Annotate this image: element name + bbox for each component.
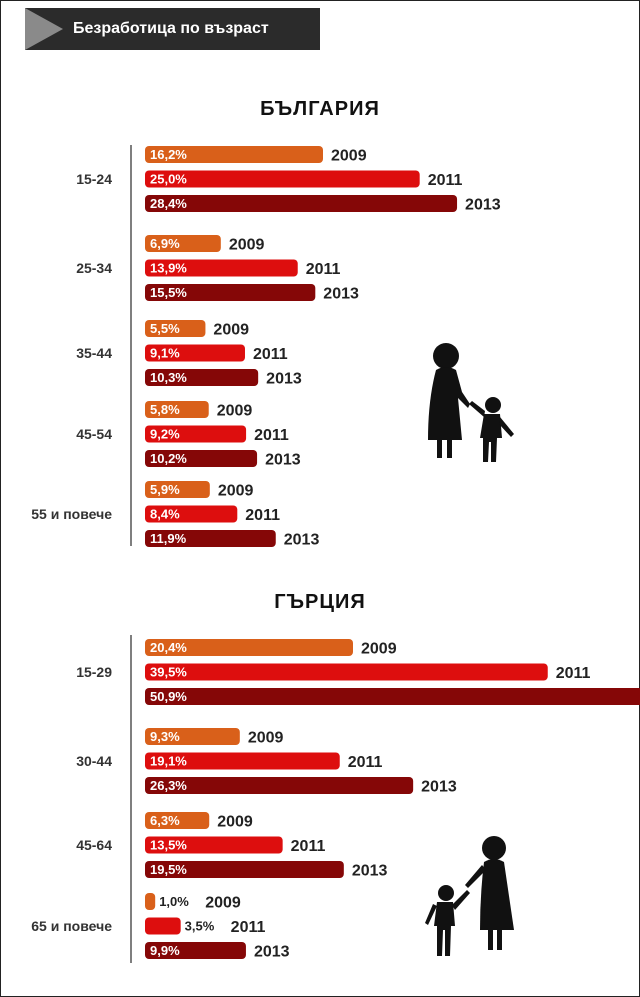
year-label: 2009	[205, 895, 241, 912]
value-label: 9,3%	[150, 729, 180, 744]
grandmother-child-icon	[428, 343, 514, 462]
child-grandmother-icon	[425, 836, 514, 956]
bar	[145, 450, 258, 467]
bar	[145, 344, 245, 362]
age-group-label: 65 и повече	[31, 918, 112, 934]
value-label: 10,3%	[150, 370, 187, 385]
value-label: 9,9%	[150, 943, 180, 958]
bars-layer: БЪЛГАРИЯ 15-24 16,2% 2009 25,0% 2011 28,4% 2013…	[31, 98, 640, 963]
bar	[145, 728, 240, 745]
age-group-label: 15-29	[76, 664, 112, 680]
bar	[145, 195, 458, 212]
bar	[145, 688, 640, 705]
bar	[145, 812, 210, 829]
country-title: ГЪРЦИЯ	[274, 591, 365, 613]
age-group-label: 25-34	[76, 260, 112, 276]
year-label: 2011	[254, 427, 289, 444]
value-label: 28,4%	[150, 196, 187, 211]
value-label: 13,9%	[150, 261, 187, 276]
value-label: 3,5%	[185, 919, 215, 934]
age-group-label: 35-44	[76, 345, 112, 361]
year-label: 2009	[213, 322, 249, 339]
age-group-label: 45-64	[76, 837, 112, 853]
value-label: 5,8%	[150, 402, 180, 417]
value-label: 9,2%	[150, 427, 180, 442]
year-label: 2011	[245, 507, 280, 524]
bar	[145, 752, 340, 770]
bar	[145, 639, 353, 656]
bar	[145, 917, 181, 935]
value-label: 26,3%	[150, 778, 187, 793]
bar	[145, 663, 548, 681]
value-label: 16,2%	[150, 147, 187, 162]
bar	[145, 861, 344, 878]
year-label: 2009	[217, 814, 253, 831]
year-label: 2009	[218, 483, 254, 500]
year-label: 2009	[229, 237, 265, 254]
year-label: 2011	[231, 919, 266, 936]
bar	[145, 146, 323, 163]
bar	[145, 401, 209, 418]
bar	[145, 777, 414, 794]
bar	[145, 942, 246, 959]
bar	[145, 425, 247, 443]
value-label: 8,4%	[150, 507, 180, 522]
bar	[145, 369, 259, 386]
country-title: БЪЛГАРИЯ	[260, 98, 380, 120]
value-label: 5,5%	[150, 321, 180, 336]
bar	[145, 481, 210, 498]
value-label: 20,4%	[150, 640, 187, 655]
value-label: 50,9%	[150, 689, 187, 704]
year-label: 2011	[306, 261, 341, 278]
page-title: Безработица по възраст	[73, 20, 269, 37]
bar	[145, 259, 298, 277]
value-label: 19,1%	[150, 754, 187, 769]
value-label: 19,5%	[150, 862, 187, 877]
arrow-icon	[25, 8, 63, 50]
bar	[145, 530, 276, 547]
bar	[145, 320, 206, 337]
bar	[145, 836, 283, 854]
age-group-label: 45-54	[76, 426, 112, 442]
year-label: 2011	[348, 754, 383, 771]
year-label: 2011	[556, 665, 591, 682]
year-label: 2009	[361, 641, 397, 658]
year-label: 2013	[254, 944, 290, 961]
year-label: 2013	[266, 371, 302, 388]
bar	[145, 505, 238, 523]
year-label: 2013	[265, 452, 301, 469]
year-label: 2011	[253, 346, 288, 363]
year-label: 2013	[284, 532, 320, 549]
year-label: 2013	[323, 286, 359, 303]
age-group-label: 30-44	[76, 753, 112, 769]
header-banner: Безработица по възраст	[25, 8, 320, 50]
value-label: 9,1%	[150, 346, 180, 361]
bar	[145, 893, 156, 910]
year-label: 2013	[465, 197, 501, 214]
bar	[145, 235, 221, 252]
year-label: 2013	[421, 779, 457, 796]
value-label: 13,5%	[150, 838, 187, 853]
year-label: 2013	[352, 863, 388, 880]
value-label: 5,9%	[150, 482, 180, 497]
year-label: 2009	[248, 730, 284, 747]
value-label: 15,5%	[150, 285, 187, 300]
value-label: 6,9%	[150, 236, 180, 251]
year-label: 2009	[331, 148, 367, 165]
bar	[145, 284, 316, 301]
value-label: 1,0%	[159, 894, 189, 909]
value-label: 39,5%	[150, 665, 187, 680]
value-label: 10,2%	[150, 451, 187, 466]
year-label: 2011	[291, 838, 326, 855]
year-label: 2009	[217, 403, 253, 420]
age-group-label: 55 и повече	[31, 506, 112, 522]
value-label: 25,0%	[150, 172, 187, 187]
bar	[145, 170, 420, 188]
year-label: 2011	[428, 172, 463, 189]
age-group-label: 15-24	[76, 171, 112, 187]
value-label: 11,9%	[150, 531, 187, 546]
value-label: 6,3%	[150, 813, 180, 828]
